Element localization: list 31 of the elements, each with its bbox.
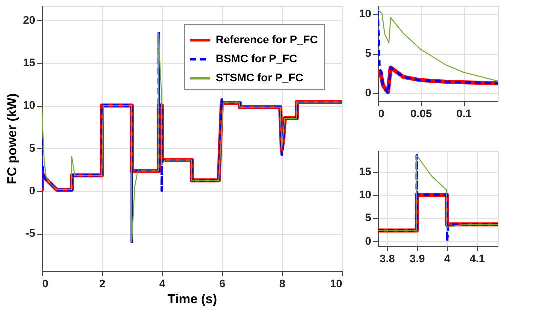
legend-label: STSMC for P_FC bbox=[216, 72, 304, 84]
y-tick-label: 5 bbox=[365, 48, 372, 60]
y-tick-label: -5 bbox=[26, 228, 36, 240]
y-tick-label: 5 bbox=[365, 212, 372, 225]
y-tick-label: 5 bbox=[29, 142, 36, 155]
x-tick-label: 0.1 bbox=[456, 108, 472, 120]
x-tick-label: 8 bbox=[279, 278, 286, 290]
y-tick-label: 15 bbox=[23, 58, 36, 70]
y-tick-label: 10 bbox=[359, 190, 372, 202]
x-axis-title: Time (s) bbox=[168, 292, 218, 306]
x-tick-label: 0 bbox=[378, 108, 385, 120]
x-tick-label: 0 bbox=[42, 278, 49, 290]
legend-label: Reference for P_FC bbox=[216, 34, 318, 46]
x-tick-label: 4 bbox=[444, 254, 452, 266]
x-tick-label: 3.8 bbox=[380, 254, 396, 266]
y-tick-label: 20 bbox=[23, 14, 36, 27]
y-tick-label: 15 bbox=[359, 166, 372, 178]
y-axis-title: FC power (kW) bbox=[4, 94, 20, 184]
y-tick-label: 10 bbox=[359, 8, 372, 20]
y-tick-label: 10 bbox=[23, 100, 36, 112]
y-tick-label: 0 bbox=[29, 185, 36, 198]
x-tick-label: 10 bbox=[330, 278, 342, 290]
x-tick-label: 6 bbox=[219, 278, 226, 290]
legend-label: BSMC for P_FC bbox=[216, 54, 298, 66]
x-tick-label: 4.1 bbox=[470, 254, 486, 266]
x-tick-label: 2 bbox=[99, 278, 106, 290]
y-tick-label: 0 bbox=[365, 88, 372, 100]
y-tick-label: 0 bbox=[365, 236, 372, 248]
x-tick-label: 4 bbox=[159, 278, 166, 290]
x-tick-label: 3.9 bbox=[410, 254, 426, 266]
x-tick-label: 0.05 bbox=[410, 108, 432, 120]
